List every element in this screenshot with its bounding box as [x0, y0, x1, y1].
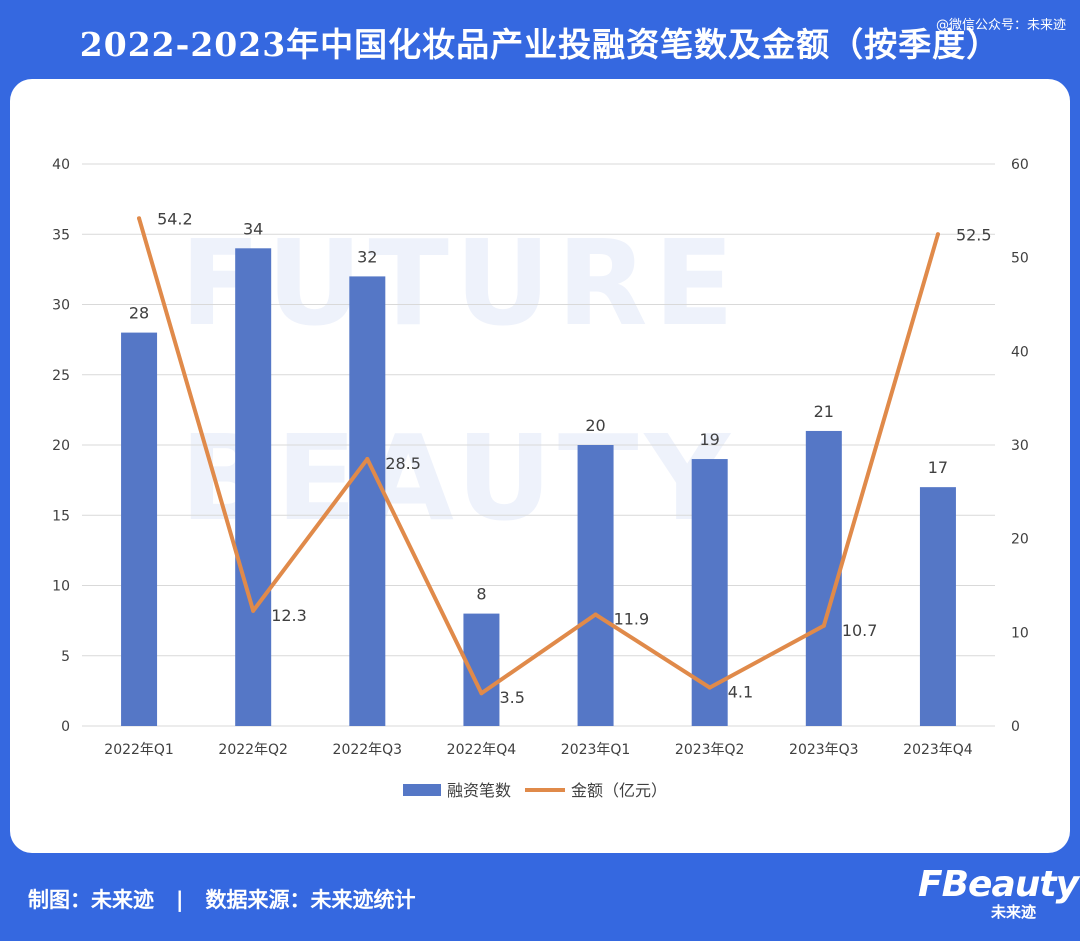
x-axis-tick-label: 2022年Q3 [333, 742, 403, 758]
left-axis-tick-label: 30 [52, 298, 70, 314]
line-point [251, 608, 256, 613]
brand-logo: FBeauty 未来迹 [918, 864, 1079, 926]
bar-data-label: 8 [476, 585, 486, 604]
bar-data-label: 20 [585, 416, 605, 435]
brand-logo-subtext: 未来迹 [990, 903, 1036, 921]
line-data-label: 54.2 [157, 209, 193, 228]
line-point [365, 457, 370, 462]
line-series [137, 216, 940, 696]
left-axis-tick-label: 0 [61, 719, 70, 735]
x-axis-tick-label: 2023年Q2 [675, 742, 745, 758]
wechat-watermark: @微信公众号：未来迹 [935, 18, 1066, 33]
bar [919, 487, 956, 726]
legend: 融资笔数 金额（亿元） [403, 781, 667, 800]
bar-data-label: 28 [129, 304, 149, 323]
line-data-label: 28.5 [385, 454, 421, 473]
line-point [821, 623, 826, 628]
bar-data-label: 19 [700, 430, 720, 449]
combo-chart: FUTURE BEAUTY 0 5 10 15 20 25 30 35 40 0 10 20 30 40… [52, 157, 1029, 800]
x-axis: 2022年Q1 2022年Q2 2022年Q3 2022年Q4 2023年Q1 2023年… [104, 742, 973, 758]
line-point [479, 691, 484, 696]
right-axis-tick-label: 60 [1011, 157, 1029, 173]
bar [235, 248, 272, 727]
line-data-label: 3.5 [499, 688, 524, 707]
left-axis-tick-label: 5 [61, 649, 70, 665]
left-axis-tick-label: 40 [52, 157, 70, 173]
legend-line-label: 金额（亿元） [571, 781, 667, 800]
bar-data-label: 17 [928, 458, 948, 477]
brand-logo-text: FBeauty [918, 864, 1079, 905]
background-watermark: FUTURE BEAUTY [180, 214, 740, 547]
right-axis-tick-label: 50 [1011, 251, 1029, 267]
x-axis-tick-label: 2022年Q4 [447, 742, 517, 758]
gridlines [82, 163, 995, 727]
line-point [707, 685, 712, 690]
left-y-axis: 0 5 10 15 20 25 30 35 40 [52, 157, 70, 735]
bar [349, 276, 386, 726]
right-y-axis: 0 10 20 30 40 50 60 [1011, 157, 1029, 735]
bar-data-label: 32 [357, 247, 377, 266]
left-axis-tick-label: 10 [52, 579, 70, 595]
x-axis-tick-label: 2022年Q2 [218, 742, 288, 758]
x-axis-tick-label: 2023年Q3 [789, 742, 859, 758]
right-axis-tick-label: 40 [1011, 344, 1029, 360]
legend-bar-label: 融资笔数 [447, 781, 511, 800]
x-axis-tick-label: 2022年Q1 [104, 742, 174, 758]
line-path [137, 216, 940, 696]
line-data-label: 10.7 [842, 621, 878, 640]
watermark-future: FUTURE [180, 214, 740, 352]
bar-data-label: 34 [243, 219, 263, 238]
bar [121, 332, 158, 726]
x-axis-tick-label: 2023年Q4 [903, 742, 973, 758]
right-axis-tick-label: 0 [1011, 719, 1020, 735]
left-axis-tick-label: 35 [52, 227, 70, 243]
bar-data-labels: 28 34 32 8 20 19 21 17 [129, 219, 948, 603]
line-point [593, 612, 598, 617]
line-point [137, 216, 142, 221]
bar-data-label: 21 [814, 402, 834, 421]
line-data-label: 52.5 [956, 225, 992, 244]
footer-source: 制图：未来迹 | 数据来源：未来迹统计 [28, 888, 416, 912]
line-point [935, 232, 940, 237]
bar [577, 445, 614, 726]
right-axis-tick-label: 10 [1011, 625, 1029, 641]
left-axis-tick-label: 15 [52, 508, 70, 524]
chart-title: 2022-2023年中国化妆品产业投融资笔数及金额（按季度） [79, 25, 1001, 64]
line-data-label: 12.3 [271, 606, 307, 625]
left-axis-tick-label: 25 [52, 368, 70, 384]
line-data-labels: 54.2 12.3 28.5 3.5 11.9 4.1 10.7 52.5 [157, 209, 992, 707]
chart-card: FUTURE BEAUTY 0 5 10 15 20 25 30 35 40 0 10 20 30 40… [10, 79, 1070, 853]
line-data-label: 4.1 [728, 683, 753, 702]
legend-bar-swatch [403, 784, 441, 796]
watermark-beauty: BEAUTY [180, 409, 736, 547]
right-axis-tick-label: 30 [1011, 438, 1029, 454]
right-axis-tick-label: 20 [1011, 532, 1029, 548]
x-axis-tick-label: 2023年Q1 [561, 742, 631, 758]
line-data-label: 11.9 [614, 610, 650, 629]
left-axis-tick-label: 20 [52, 438, 70, 454]
